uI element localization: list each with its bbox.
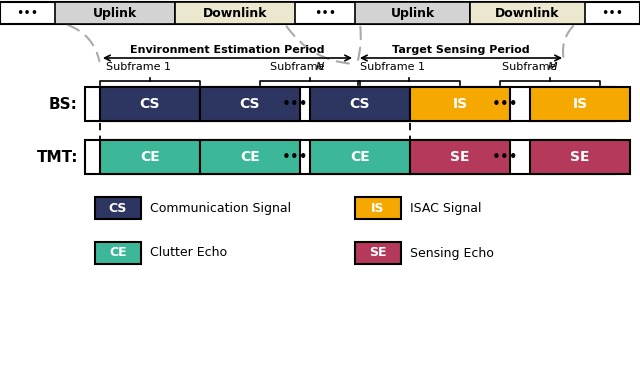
Text: ISAC Signal: ISAC Signal [410,202,481,215]
Text: CE: CE [140,150,160,164]
Text: Subframe 1: Subframe 1 [106,62,171,72]
Text: CS: CS [109,202,127,215]
Text: Clutter Echo: Clutter Echo [150,246,227,260]
Bar [310,87,410,121]
Bar [100,87,200,121]
Text: IS: IS [452,97,468,111]
Text: Subframe: Subframe [270,62,328,72]
Text: Uplink: Uplink [390,6,435,19]
Text: •••: ••• [314,6,336,19]
Text: CE: CE [240,150,260,164]
Bar [410,87,510,121]
Text: CE: CE [350,150,370,164]
Text: SE: SE [369,246,387,260]
Text: Downlink: Downlink [203,6,268,19]
Text: IS: IS [371,202,385,215]
Text: Environment Estimation Period: Environment Estimation Period [131,45,324,55]
Text: CS: CS [240,97,260,111]
Text: CS: CS [140,97,160,111]
Text: Subframe: Subframe [502,62,560,72]
Bar [410,140,510,174]
Bar [85,87,615,121]
Text: SE: SE [570,150,589,164]
Text: BS:: BS: [49,96,78,111]
Bar [200,87,300,121]
Bar [175,2,295,24]
Bar [0,2,640,24]
Bar [95,242,141,264]
Bar [530,140,630,174]
Text: •••: ••• [492,150,518,165]
Text: IS: IS [572,97,588,111]
Text: Target Sensing Period: Target Sensing Period [392,45,530,55]
Text: SE: SE [451,150,470,164]
Bar [355,197,401,219]
Text: Subframe 1: Subframe 1 [360,62,425,72]
Text: •••: ••• [282,96,308,111]
Bar [355,242,401,264]
Bar [310,140,410,174]
Text: N: N [316,62,324,72]
Text: M: M [548,62,557,72]
Text: Communication Signal: Communication Signal [150,202,291,215]
Bar [55,2,175,24]
Bar [470,2,585,24]
Bar [530,87,630,121]
Text: Sensing Echo: Sensing Echo [410,246,494,260]
Text: CE: CE [109,246,127,260]
Bar [200,140,300,174]
Text: Uplink: Uplink [93,6,137,19]
Text: •••: ••• [282,150,308,165]
Text: •••: ••• [492,96,518,111]
Bar [85,140,615,174]
Text: CS: CS [349,97,371,111]
Bar [95,197,141,219]
Text: •••: ••• [601,6,623,19]
Bar [355,2,470,24]
Text: •••: ••• [16,6,38,19]
Text: TMT:: TMT: [36,150,78,165]
Bar [100,140,200,174]
Text: Downlink: Downlink [495,6,560,19]
